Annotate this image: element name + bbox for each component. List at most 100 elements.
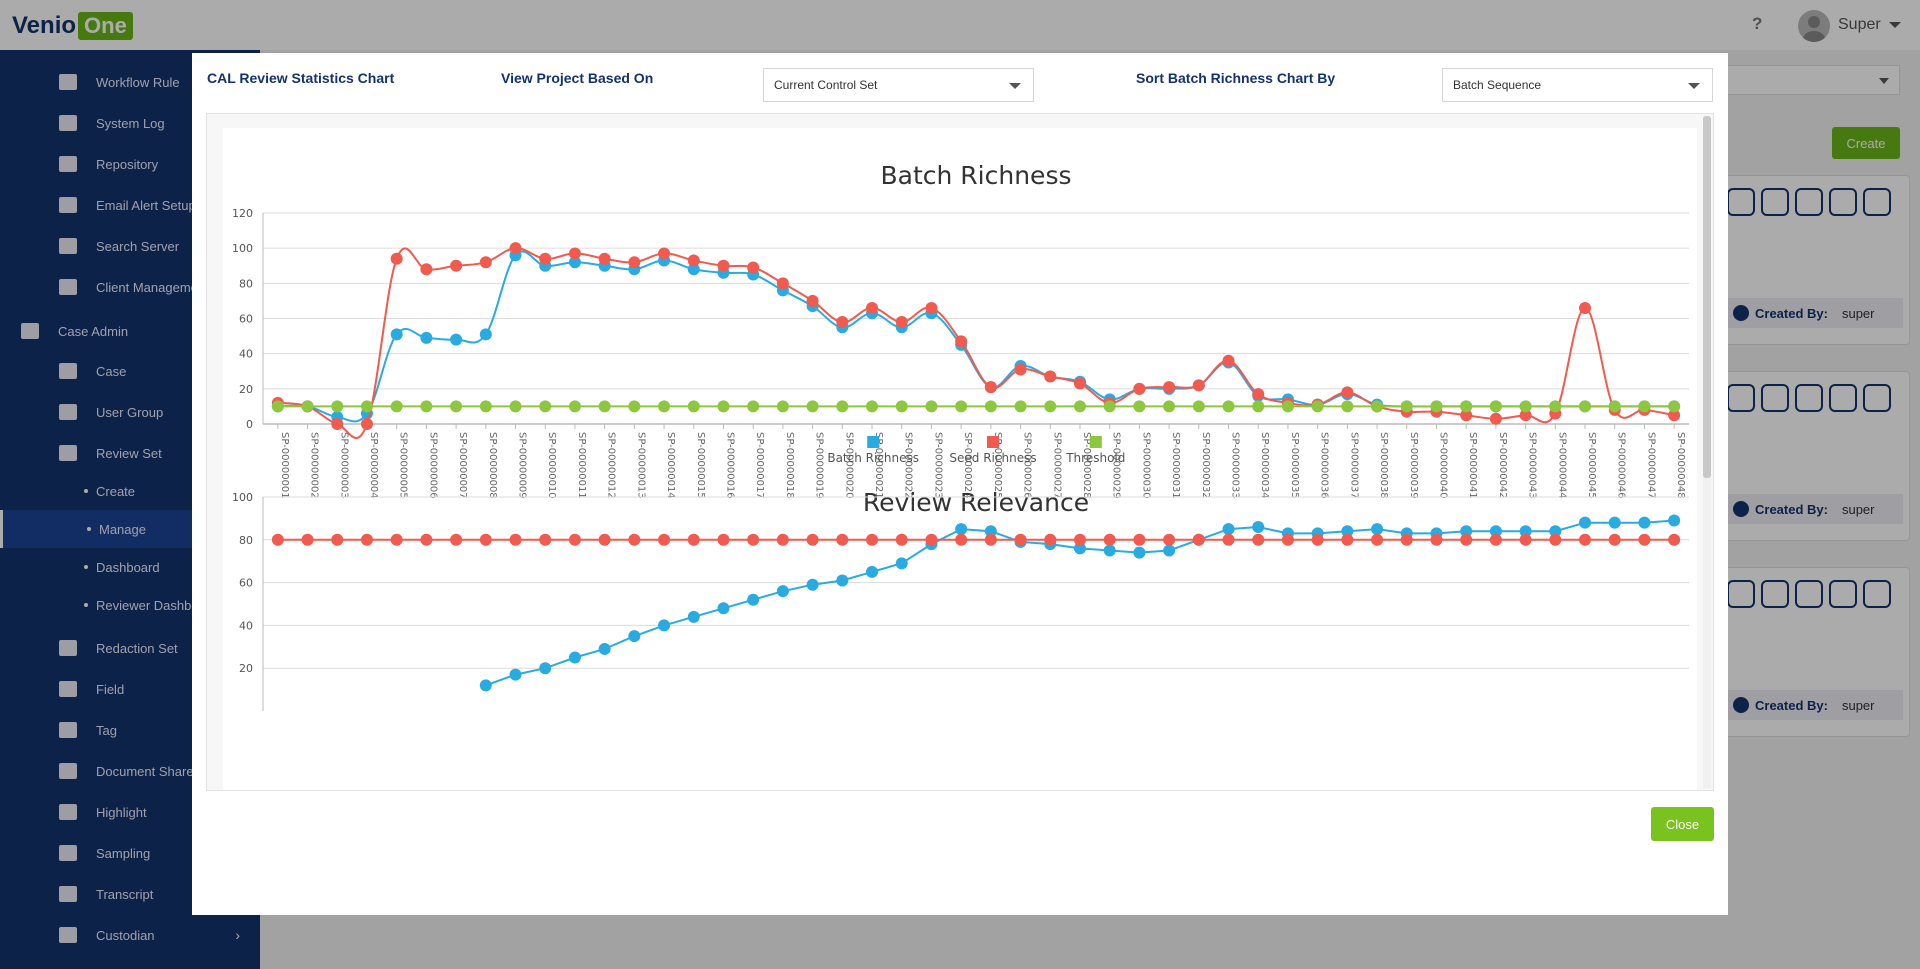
- sidebar-item-tag[interactable]: Tag: [0, 711, 260, 749]
- sidebar-item-label: Document Share: [96, 763, 194, 779]
- data-point: [1608, 533, 1621, 546]
- data-point: [1460, 400, 1473, 413]
- edit-icon[interactable]: [1795, 384, 1823, 412]
- data-point: [598, 400, 611, 413]
- data-point: [420, 331, 433, 344]
- sidebar-item-document-share[interactable]: Document Share: [0, 752, 260, 790]
- sidebar-item-create[interactable]: Create: [0, 472, 260, 510]
- x-tick-label: SP-00000023: [932, 432, 943, 499]
- copy-icon[interactable]: [1863, 580, 1891, 608]
- cal-statistics-modal: CAL Review Statistics Chart View Project…: [192, 53, 1728, 915]
- data-point: [1252, 400, 1265, 413]
- data-point: [1341, 525, 1354, 538]
- chart-title: Review Relevance: [863, 488, 1089, 517]
- sidebar-item-repository[interactable]: Repository: [0, 145, 260, 183]
- data-point: [1311, 533, 1324, 546]
- background-select[interactable]: [1700, 65, 1900, 95]
- chart-panel: Batch Richness 0 20 40 60 80 100 120 SP-00000001…: [223, 128, 1697, 790]
- card-actions: [1727, 384, 1891, 412]
- close-button[interactable]: Close: [1651, 807, 1714, 841]
- delete-icon[interactable]: [1829, 384, 1857, 412]
- create-button[interactable]: Create: [1832, 127, 1900, 159]
- sidebar-item-user-group[interactable]: User Group: [0, 393, 260, 431]
- data-point: [776, 277, 789, 290]
- sidebar-item-case[interactable]: Case: [0, 352, 260, 390]
- sidebar-item-dashboard[interactable]: Dashboard: [0, 548, 260, 586]
- data-point: [539, 252, 552, 265]
- sort-chart-select[interactable]: Batch Sequence: [1442, 68, 1713, 102]
- x-tick-label: SP-00000001: [279, 432, 290, 499]
- dashboard-icon[interactable]: [1727, 384, 1755, 412]
- delete-icon[interactable]: [1829, 580, 1857, 608]
- sidebar-item-client-management[interactable]: Client Management: [0, 268, 260, 306]
- data-point: [1519, 525, 1532, 538]
- copy-icon[interactable]: [1863, 384, 1891, 412]
- sidebar-item-system-log[interactable]: System Log: [0, 104, 260, 142]
- x-tick-label: SP-00000047: [1645, 432, 1656, 499]
- sidebar-item-label: Transcript: [96, 886, 154, 902]
- edit-icon[interactable]: [1795, 188, 1823, 216]
- x-tick-label: SP-00000036: [1319, 432, 1330, 499]
- data-point: [1252, 520, 1265, 533]
- data-point: [1222, 523, 1235, 536]
- sidebar-item-search-server[interactable]: Search Server: [0, 227, 260, 265]
- sidebar-item-workflow-rule[interactable]: Workflow Rule: [0, 63, 260, 101]
- data-point: [1460, 525, 1473, 538]
- app-logo[interactable]: Venio One: [12, 11, 133, 40]
- view-icon[interactable]: [1761, 580, 1789, 608]
- delete-icon[interactable]: [1829, 188, 1857, 216]
- sidebar-item-email-alert-setup[interactable]: Email Alert Setup: [0, 186, 260, 224]
- help-icon[interactable]: ?: [1752, 14, 1763, 33]
- scrollbar-thumb[interactable]: [1703, 116, 1711, 478]
- data-point: [1579, 516, 1592, 529]
- sidebar-item-label: User Group: [96, 404, 164, 420]
- sidebar-item-redaction-set[interactable]: Redaction Set: [0, 629, 260, 667]
- bullet-icon: [84, 603, 88, 607]
- x-tick-label: SP-00000014: [665, 432, 676, 499]
- user-name[interactable]: Super: [1838, 16, 1881, 33]
- sidebar-item-case-admin[interactable]: Case Admin: [0, 312, 260, 350]
- sidebar-item-reviewer-dashboard[interactable]: Reviewer Dashboard: [0, 586, 260, 624]
- sidebar-item-review-set[interactable]: Review Set: [0, 434, 260, 472]
- case-icon: [58, 361, 78, 381]
- data-point: [1668, 533, 1681, 546]
- y-tick-label: 80: [239, 277, 253, 290]
- chevron-down-icon[interactable]: [1889, 22, 1901, 28]
- chart-scroll-container[interactable]: Batch Richness 0 20 40 60 80 100 120 SP-00000001…: [206, 113, 1714, 791]
- sidebar-item-custodian[interactable]: Custodian ›: [0, 916, 260, 954]
- data-point: [628, 256, 641, 269]
- sidebar-item-label: Repository: [96, 156, 159, 172]
- bullet-icon: [84, 489, 88, 493]
- x-tick-label: SP-00000035: [1289, 432, 1300, 499]
- data-point: [1371, 400, 1384, 413]
- calendar-icon: [58, 679, 78, 699]
- edit-icon[interactable]: [1795, 580, 1823, 608]
- data-point: [1133, 533, 1146, 546]
- x-tick-label: SP-00000005: [398, 432, 409, 499]
- data-point: [984, 400, 997, 413]
- dashboard-icon[interactable]: [1727, 188, 1755, 216]
- view-icon[interactable]: [1761, 384, 1789, 412]
- avatar[interactable]: [1798, 10, 1830, 42]
- sidebar-item-sampling[interactable]: Sampling: [0, 834, 260, 872]
- mail-icon: [58, 195, 78, 215]
- sidebar-item-field[interactable]: Field: [0, 670, 260, 708]
- view-project-select[interactable]: Current Control Set: [763, 68, 1034, 102]
- x-tick-label: SP-00000040: [1437, 432, 1448, 499]
- dashboard-icon[interactable]: [1727, 580, 1755, 608]
- copy-icon[interactable]: [1863, 188, 1891, 216]
- briefcase-icon: [20, 321, 40, 341]
- data-point: [955, 335, 968, 348]
- x-tick-label: SP-00000007: [457, 432, 468, 499]
- search-icon: [58, 236, 78, 256]
- data-point: [539, 533, 552, 546]
- review-set-card: Created By: super: [1720, 371, 1910, 541]
- data-point: [806, 294, 819, 307]
- view-icon[interactable]: [1761, 188, 1789, 216]
- data-point: [1430, 533, 1443, 546]
- data-point: [1549, 533, 1562, 546]
- series-1: [271, 533, 1681, 546]
- data-point: [390, 328, 403, 341]
- sidebar-item-transcript[interactable]: Transcript: [0, 875, 260, 913]
- sidebar-item-highlight[interactable]: Highlight: [0, 793, 260, 831]
